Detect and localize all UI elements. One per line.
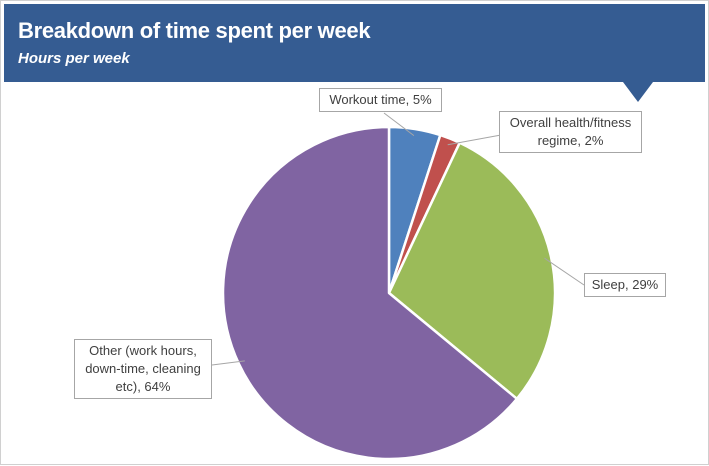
data-label-line: regime, 2% (537, 133, 604, 148)
chart-title: Breakdown of time spent per week (18, 18, 371, 43)
chart-subtitle: Hours per week (18, 50, 130, 67)
data-label-other: Other (work hours, down-time, cleaning etc… (74, 339, 212, 399)
data-label-health-fitness: Overall health/fitness regime, 2% (499, 111, 642, 153)
leader-line-workout-time (383, 112, 415, 136)
chart-header: Breakdown of time spent per week Hours p… (4, 4, 705, 82)
data-label-line: Overall health/fitness (509, 115, 632, 130)
data-label-sleep: Sleep, 29% (584, 273, 666, 297)
header-pointer (623, 82, 653, 102)
data-label-line: down-time, cleaning (85, 361, 201, 376)
data-label-line: Workout time, 5% (329, 92, 432, 107)
leader-line-other (211, 360, 245, 366)
data-label-line: etc), 64% (115, 379, 171, 394)
leader-line-health-fitness (447, 134, 502, 146)
data-label-line: Other (work hours, (89, 343, 197, 358)
pie-slice-other (221, 125, 519, 461)
leader-line-sleep (544, 257, 585, 286)
pie-slice-sleep (387, 141, 557, 401)
data-label-workout-time: Workout time, 5% (319, 88, 442, 112)
data-label-line: Sleep, 29% (591, 277, 659, 292)
